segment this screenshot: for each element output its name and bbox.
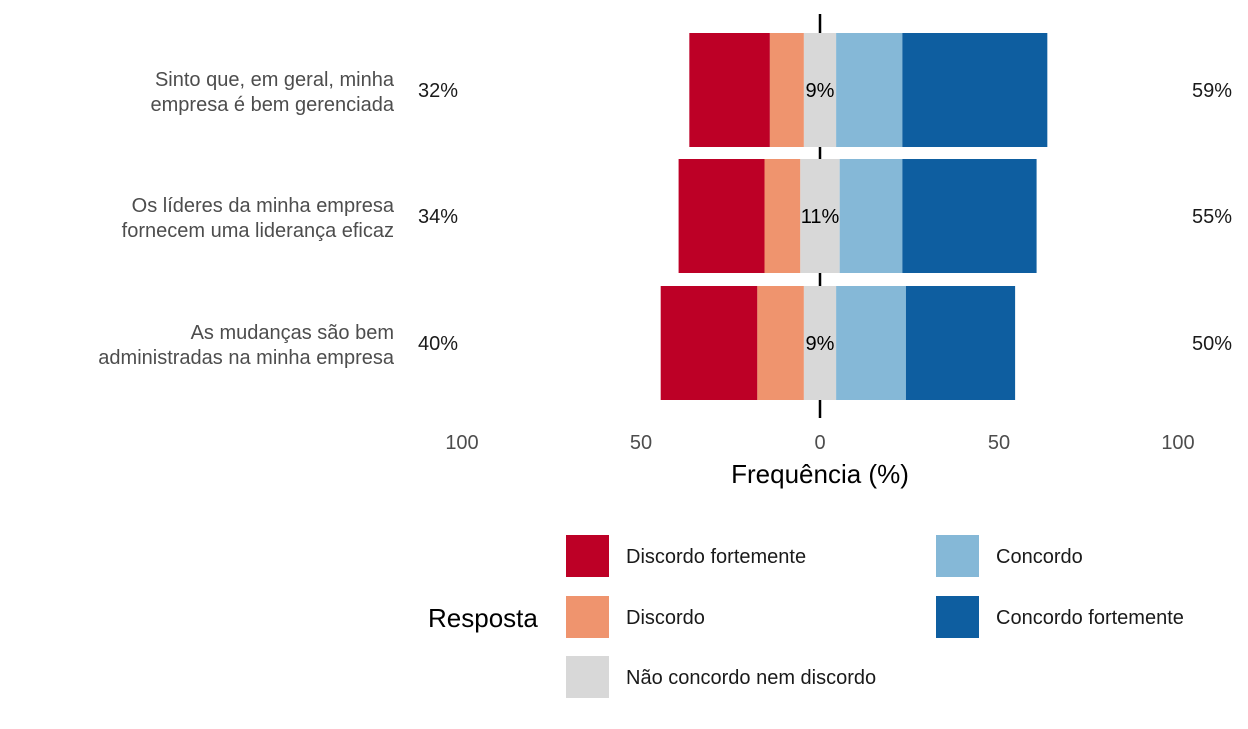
bar-segment-strongly-disagree-row-1 — [689, 33, 770, 147]
bar-segment-neutral-row-1 — [803, 33, 837, 147]
legend-label-neutral: Não concordo nem discordo — [626, 667, 876, 689]
x-tick-label-2: 50 — [630, 432, 652, 454]
labels-layer: Sinto que, em geral, minha empresa é bem … — [98, 69, 1232, 369]
bar-segment-neutral-row-2 — [800, 159, 840, 273]
legend-label-disagree: Discordo — [626, 607, 705, 629]
bar-segment-agree-row-2 — [839, 159, 903, 273]
bar-segment-strongly-disagree-row-3 — [660, 286, 758, 400]
neutral-percent-label-3: 9% — [806, 333, 835, 355]
bar-segment-neutral-row-3 — [803, 286, 837, 400]
category-label-3: As mudanças são bem administradas na minh… — [98, 322, 395, 369]
high-percent-label-3: 50% — [1192, 333, 1232, 355]
x-tick-label-5: 100 — [1161, 432, 1194, 454]
legend-swatch-strongly-disagree — [566, 535, 609, 577]
bar-segment-disagree-row-3 — [757, 286, 804, 400]
high-percent-label-2: 55% — [1192, 206, 1232, 228]
neutral-percent-label-2: 11% — [801, 206, 840, 228]
x-axis: 100 50 0 50 100 — [445, 432, 1194, 454]
high-percent-label-1: 59% — [1192, 80, 1232, 102]
x-axis-title: Frequência (%) — [731, 459, 909, 489]
legend-swatch-disagree — [566, 596, 609, 638]
category-label-2: Os líderes da minha empresa fornecem uma … — [122, 195, 395, 242]
legend-label-strongly-disagree: Discordo fortemente — [626, 546, 806, 568]
category-label-1: Sinto que, em geral, minha empresa é bem … — [151, 69, 395, 116]
low-percent-label-2: 34% — [418, 206, 458, 228]
bar-segment-disagree-row-2 — [764, 159, 801, 273]
legend-swatch-strongly-agree — [936, 596, 979, 638]
x-tick-label-1: 100 — [445, 432, 478, 454]
legend-title: Resposta — [428, 603, 538, 633]
legend-label-agree: Concordo — [996, 546, 1083, 568]
low-percent-label-3: 40% — [418, 333, 458, 355]
low-percent-label-1: 32% — [418, 80, 458, 102]
bars-layer — [660, 33, 1048, 400]
bar-segment-strongly-disagree-row-2 — [678, 159, 765, 273]
bar-segment-agree-row-1 — [836, 33, 903, 147]
x-tick-label-3: 0 — [814, 432, 825, 454]
bar-segment-strongly-agree-row-3 — [905, 286, 1016, 400]
neutral-percent-label-1: 9% — [806, 80, 835, 102]
legend-swatch-neutral — [566, 656, 609, 698]
bar-segment-strongly-agree-row-1 — [902, 33, 1048, 147]
bar-segment-agree-row-3 — [836, 286, 906, 400]
bar-segment-disagree-row-1 — [769, 33, 804, 147]
legend-label-strongly-agree: Concordo fortemente — [996, 607, 1184, 629]
bar-segment-strongly-agree-row-2 — [902, 159, 1037, 273]
legend-swatch-agree — [936, 535, 979, 577]
legend: Resposta Discordo fortemente Discordo Não … — [428, 535, 1184, 698]
x-tick-label-4: 50 — [988, 432, 1010, 454]
